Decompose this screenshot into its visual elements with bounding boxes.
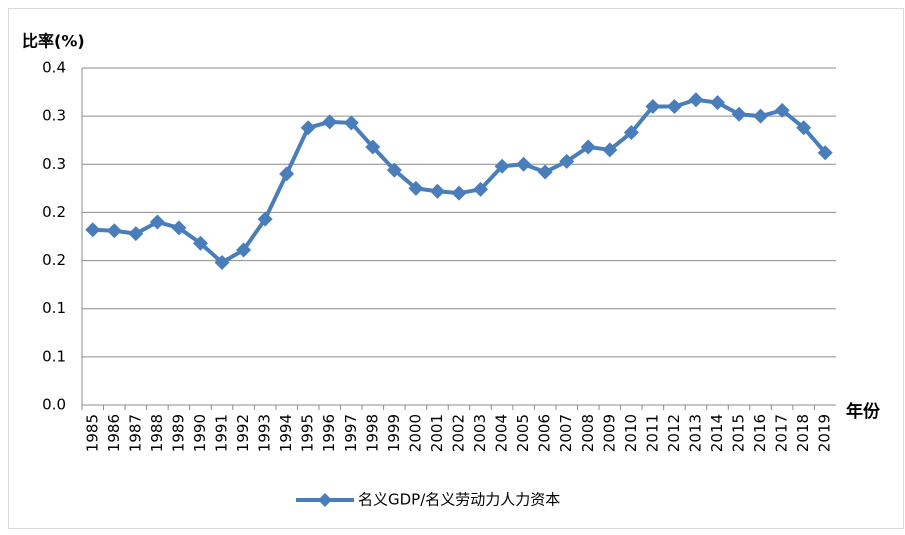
x-tick-label: 2008 — [579, 414, 597, 452]
data-point — [128, 226, 144, 242]
y-tick-label: 0.1 — [42, 299, 66, 317]
y-tick-label: 0.4 — [42, 59, 66, 77]
y-tick-label: 0.1 — [42, 347, 66, 365]
x-tick-label: 1989 — [169, 414, 187, 452]
x-tick-label: 1995 — [299, 414, 317, 452]
x-tick-label: 2005 — [514, 414, 532, 452]
x-tick-label: 2004 — [493, 414, 511, 452]
data-point — [257, 211, 273, 227]
data-point — [580, 139, 596, 155]
x-tick-label: 2015 — [730, 414, 748, 452]
x-tick-label: 1997 — [342, 414, 360, 452]
data-point — [106, 223, 122, 239]
data-point — [214, 254, 230, 270]
x-tick-label: 1994 — [277, 414, 295, 452]
data-point — [710, 95, 726, 111]
data-point — [623, 125, 639, 141]
data-point — [322, 114, 338, 130]
data-point — [236, 242, 252, 258]
x-tick-label: 1990 — [191, 414, 209, 452]
data-point — [343, 115, 359, 131]
data-point — [666, 99, 682, 115]
x-tick-label: 1992 — [234, 414, 252, 452]
chart-frame — [8, 8, 904, 529]
x-tick-label: 2003 — [471, 414, 489, 452]
x-tick-label: 1985 — [83, 414, 101, 452]
x-tick-label: 2018 — [794, 414, 812, 452]
x-tick-label: 2000 — [406, 414, 424, 452]
data-point — [279, 166, 295, 182]
x-tick-label: 2013 — [686, 414, 704, 452]
data-point — [774, 102, 790, 118]
x-tick-label: 2011 — [643, 414, 661, 452]
data-point — [537, 164, 553, 180]
x-tick-label: 2007 — [557, 414, 575, 452]
x-tick-label: 1998 — [363, 414, 381, 452]
data-point — [645, 99, 661, 115]
y-tick-label: 0.3 — [42, 107, 66, 125]
data-point — [516, 156, 532, 172]
data-point — [753, 108, 769, 124]
x-tick-label: 1996 — [320, 414, 338, 452]
data-point — [429, 183, 445, 199]
x-tick-label: 1999 — [385, 414, 403, 452]
data-point — [559, 153, 575, 169]
data-point — [796, 120, 812, 136]
y-tick-label: 0.3 — [42, 155, 66, 173]
data-point — [494, 158, 510, 174]
y-tick-label: 0.0 — [42, 396, 66, 414]
data-point — [602, 142, 618, 158]
x-tick-label: 2006 — [536, 414, 554, 452]
x-tick-label: 2019 — [816, 414, 834, 452]
x-axis-title: 年份 — [846, 401, 881, 422]
data-point — [473, 181, 489, 197]
data-point — [688, 92, 704, 108]
x-tick-label: 2010 — [622, 414, 640, 452]
x-tick-label: 1987 — [126, 414, 144, 452]
data-point — [817, 145, 833, 161]
data-point — [85, 222, 101, 238]
y-tick-label: 0.2 — [42, 251, 66, 269]
x-tick-label: 1991 — [213, 414, 231, 452]
legend-marker — [318, 493, 332, 507]
y-tick-label: 0.2 — [42, 203, 66, 221]
data-point — [386, 162, 402, 178]
x-tick-label: 2001 — [428, 414, 446, 452]
x-tick-label: 2016 — [751, 414, 769, 452]
data-point — [408, 180, 424, 196]
data-point — [171, 220, 187, 236]
x-tick-label: 1986 — [105, 414, 123, 452]
x-tick-label: 2012 — [665, 414, 683, 452]
data-point — [300, 120, 316, 136]
data-point — [365, 139, 381, 155]
x-tick-label: 2002 — [450, 414, 468, 452]
x-tick-label: 1988 — [148, 414, 166, 452]
data-point — [451, 185, 467, 201]
x-tick-label: 2017 — [773, 414, 791, 452]
data-point — [731, 106, 747, 122]
data-point — [192, 235, 208, 251]
x-tick-label: 2009 — [600, 414, 618, 452]
x-tick-label: 2014 — [708, 414, 726, 452]
data-point — [149, 214, 165, 230]
x-tick-label: 1993 — [256, 414, 274, 452]
legend-label: 名义GDP/名义劳动力人力资本 — [358, 491, 560, 509]
y-axis-title: 比率(%) — [22, 32, 85, 51]
